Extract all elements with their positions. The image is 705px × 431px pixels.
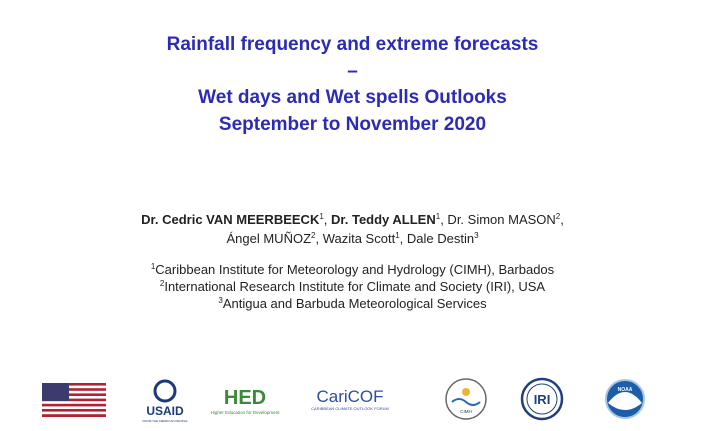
author-affiliation-mark: 1 [395,231,400,240]
hed-text: HED [224,387,266,409]
authors: Dr. Cedric VAN MEERBEECK1, Dr. Teddy ALL… [0,210,705,248]
author-name: , Wazita Scott [315,231,396,246]
cimh-text: CIMH [460,409,472,414]
affiliation-text: Caribbean Institute for Meteorology and … [155,262,555,277]
hed-tagline: Higher Education for Development [211,410,281,415]
affiliation-mark: 1 [150,262,156,271]
caricof-logo: CariCOF CARIBBEAN CLIMATE OUTLOOK FORUM [311,387,389,411]
author-name: Dr. Cedric VAN MEERBEECK [141,212,320,227]
us-flag [42,383,106,417]
caricof-text: CariCOF [316,387,383,406]
noaa-logo: NOAA [605,379,645,419]
iri-logo: IRI [520,377,564,421]
author-name: , Dale Destin [399,231,475,246]
logos: USAID FROM THE AMERICAN PEOPLE HED Highe… [42,377,645,423]
affiliation-text: Antigua and Barbuda Meteorological Servi… [222,296,487,311]
affiliation-mark: 3 [218,296,223,305]
author-name: , [323,212,332,227]
author-affiliation-mark: 1 [435,212,441,221]
author-line: Dr. Cedric VAN MEERBEECK1, Dr. Teddy ALL… [0,210,705,229]
usaid-logo: USAID FROM THE AMERICAN PEOPLE [143,379,188,423]
affiliation-mark: 2 [159,279,165,288]
affiliation: 1Caribbean Institute for Meteorology and… [0,261,705,278]
hed-logo: HED Higher Education for Development [211,387,281,415]
author-affiliation-mark: 2 [311,231,316,240]
affiliation: 3Antigua and Barbuda Meteorological Serv… [0,295,705,312]
cimh-logo: CIMH [445,378,487,420]
title-line: Rainfall frequency and extreme forecasts [166,34,539,55]
caricof-tagline: CARIBBEAN CLIMATE OUTLOOK FORUM [311,406,389,411]
noaa-text: NOAA [618,387,633,393]
title-line: September to November 2020 [218,113,487,135]
author-affiliation-mark: 3 [474,231,479,240]
affiliation-text: International Research Institute for Cli… [164,279,546,294]
iri-text: IRI [534,392,551,407]
author-name: , Dr. Simon MASON [440,212,556,227]
author-name: Ángel MUÑOZ [226,231,312,246]
usaid-tagline: FROM THE AMERICAN PEOPLE [143,419,188,423]
title-line: – [347,60,358,82]
author-name: Dr. Teddy ALLEN [331,212,436,227]
affiliation: 2International Research Institute for Cl… [0,278,705,295]
author-affiliation-mark: 2 [555,212,561,221]
title-line: Wet days and Wet spells Outlooks [198,87,507,108]
author-line: Ángel MUÑOZ2, Wazita Scott1, Dale Destin… [0,229,705,248]
author-name: , [560,212,564,227]
affiliations: 1Caribbean Institute for Meteorology and… [0,261,705,312]
title: Rainfall frequency and extreme forecasts… [0,32,705,138]
author-affiliation-mark: 1 [319,212,324,221]
usaid-text: USAID [146,404,184,418]
